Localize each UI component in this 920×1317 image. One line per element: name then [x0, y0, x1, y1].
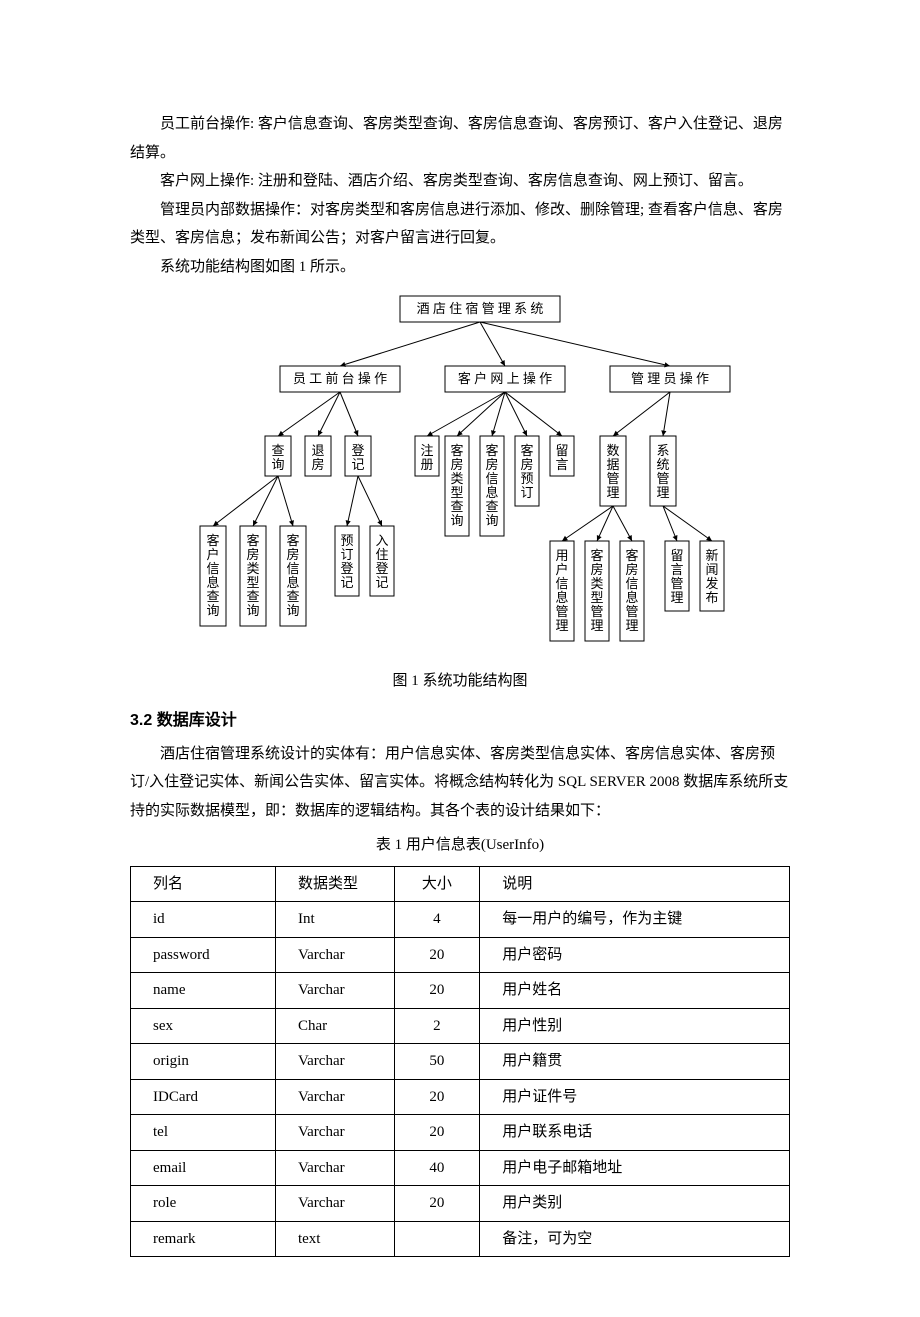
svg-text:客房类型查询: 客房类型查询 [246, 533, 259, 618]
table-cell: 4 [394, 902, 480, 938]
table-cell: remark [131, 1221, 276, 1257]
svg-text:客户信息查询: 客户信息查询 [206, 533, 219, 618]
table-cell: Varchar [275, 937, 394, 973]
table-cell: origin [131, 1044, 276, 1080]
table-cell: id [131, 902, 276, 938]
table-cell: 备注，可为空 [480, 1221, 790, 1257]
figure-caption: 图 1 系统功能结构图 [130, 667, 790, 696]
table-cell: 2 [394, 1008, 480, 1044]
table-cell: sex [131, 1008, 276, 1044]
table-caption: 表 1 用户信息表(UserInfo) [130, 831, 790, 860]
svg-text:数据管理: 数据管理 [606, 443, 619, 500]
table-cell [394, 1221, 480, 1257]
table-cell: 20 [394, 973, 480, 1009]
table-header: 列名 [131, 866, 276, 902]
svg-text:客房信息查询: 客房信息查询 [485, 443, 498, 528]
table-cell: Char [275, 1008, 394, 1044]
paragraph: 系统功能结构图如图 1 所示。 [130, 253, 790, 282]
table-header: 大小 [394, 866, 480, 902]
svg-text:客 户 网 上 操 作: 客 户 网 上 操 作 [458, 371, 552, 386]
svg-text:客房信息查询: 客房信息查询 [286, 533, 299, 618]
table-cell: password [131, 937, 276, 973]
table-cell: 50 [394, 1044, 480, 1080]
table-cell: tel [131, 1115, 276, 1151]
table-cell: 用户类别 [480, 1186, 790, 1222]
svg-text:系统管理: 系统管理 [656, 443, 669, 500]
table-cell: 20 [394, 1079, 480, 1115]
table-row: passwordVarchar20用户密码 [131, 937, 790, 973]
table-cell: Varchar [275, 1150, 394, 1186]
table-header: 说明 [480, 866, 790, 902]
table-cell: 用户籍贯 [480, 1044, 790, 1080]
table-cell: 用户姓名 [480, 973, 790, 1009]
table-cell: 20 [394, 1186, 480, 1222]
table-header: 数据类型 [275, 866, 394, 902]
table-cell: Varchar [275, 1044, 394, 1080]
svg-text:员 工 前 台 操 作: 员 工 前 台 操 作 [293, 371, 387, 386]
svg-text:注册: 注册 [420, 443, 433, 472]
table-cell: 40 [394, 1150, 480, 1186]
svg-text:酒 店 住 宿 管 理 系 统: 酒 店 住 宿 管 理 系 统 [417, 301, 544, 316]
svg-text:用户信息管理: 用户信息管理 [555, 548, 568, 633]
table-cell: name [131, 973, 276, 1009]
table-cell: Varchar [275, 1079, 394, 1115]
svg-text:留言: 留言 [555, 443, 568, 472]
svg-text:客房信息管理: 客房信息管理 [625, 548, 638, 633]
table-cell: 20 [394, 1115, 480, 1151]
table-row: roleVarchar20用户类别 [131, 1186, 790, 1222]
svg-text:客房预订: 客房预订 [520, 443, 533, 500]
svg-text:客房类型查询: 客房类型查询 [450, 443, 463, 528]
table-row: telVarchar20用户联系电话 [131, 1115, 790, 1151]
table-row: remarktext 备注，可为空 [131, 1221, 790, 1257]
svg-text:管 理 员 操 作: 管 理 员 操 作 [631, 371, 709, 386]
paragraph: 管理员内部数据操作：对客房类型和客房信息进行添加、修改、删除管理; 查看客户信息… [130, 196, 790, 253]
table-row: originVarchar50用户籍贯 [131, 1044, 790, 1080]
table-cell: text [275, 1221, 394, 1257]
svg-text:客房类型管理: 客房类型管理 [590, 548, 603, 633]
svg-text:查询: 查询 [271, 443, 284, 472]
table-cell: IDCard [131, 1079, 276, 1115]
system-function-diagram: 酒 店 住 宿 管 理 系 统员 工 前 台 操 作 客 户 网 上 操 作 管 理… [130, 291, 790, 661]
table-cell: email [131, 1150, 276, 1186]
paragraph: 客户网上操作: 注册和登陆、酒店介绍、客房类型查询、客房信息查询、网上预订、留言… [130, 167, 790, 196]
table-cell: 用户电子邮箱地址 [480, 1150, 790, 1186]
table-cell: 每一用户的编号，作为主键 [480, 902, 790, 938]
svg-text:新闻发布: 新闻发布 [705, 548, 718, 605]
table-cell: Int [275, 902, 394, 938]
paragraph: 员工前台操作: 客户信息查询、客房类型查询、客房信息查询、客房预订、客户入住登记… [130, 110, 790, 167]
svg-text:预订登记: 预订登记 [340, 533, 353, 590]
table-cell: role [131, 1186, 276, 1222]
table-cell: 用户证件号 [480, 1079, 790, 1115]
table-row: IDCardVarchar20用户证件号 [131, 1079, 790, 1115]
section-heading: 3.2 数据库设计 [130, 706, 790, 736]
table-cell: 用户密码 [480, 937, 790, 973]
table-row: sexChar2用户性别 [131, 1008, 790, 1044]
svg-text:退房: 退房 [311, 443, 324, 472]
table-cell: 用户联系电话 [480, 1115, 790, 1151]
table-row: nameVarchar20用户姓名 [131, 973, 790, 1009]
table-cell: Varchar [275, 1115, 394, 1151]
userinfo-table: 列名数据类型大小说明 idInt4每一用户的编号，作为主键passwordVar… [130, 866, 790, 1258]
table-cell: 20 [394, 937, 480, 973]
table-cell: 用户性别 [480, 1008, 790, 1044]
svg-text:登记: 登记 [351, 443, 364, 472]
table-cell: Varchar [275, 1186, 394, 1222]
svg-text:入住登记: 入住登记 [375, 533, 388, 590]
svg-text:留言管理: 留言管理 [670, 548, 683, 605]
paragraph: 酒店住宿管理系统设计的实体有：用户信息实体、客房类型信息实体、客房信息实体、客房… [130, 740, 790, 826]
table-row: emailVarchar40用户电子邮箱地址 [131, 1150, 790, 1186]
table-row: idInt4每一用户的编号，作为主键 [131, 902, 790, 938]
table-cell: Varchar [275, 973, 394, 1009]
